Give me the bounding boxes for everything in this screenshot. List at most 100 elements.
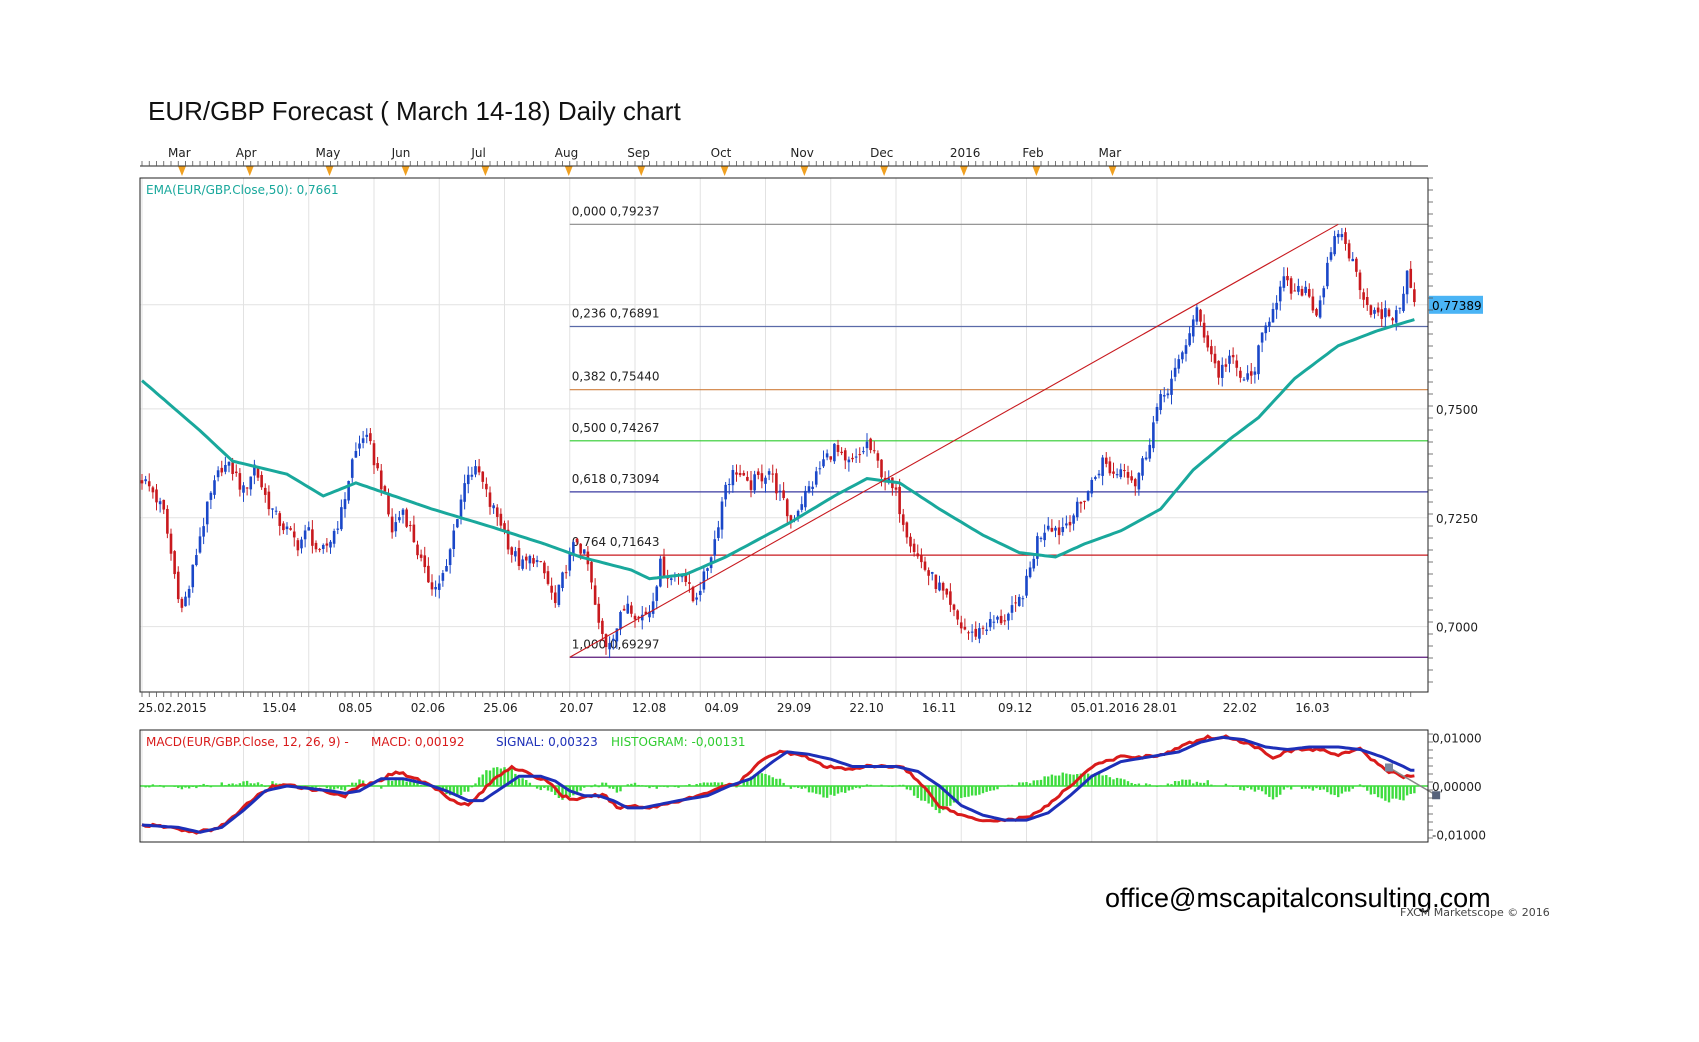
fib-label-1-000: 1,000 0,69297 [572,637,660,651]
candle-body [945,588,949,595]
histogram-bar [1257,786,1260,790]
candle-body [1376,307,1380,313]
signal-line [141,735,1415,834]
ema-layer [141,318,1415,581]
histogram-bar [883,785,887,786]
event-marker-icon [1032,166,1041,176]
histogram-bar [644,786,648,787]
candle-body [1246,373,1249,380]
candle-body [825,453,829,458]
candle-body [669,578,673,581]
histogram-bar [206,785,209,786]
candle-body [778,490,782,492]
candle-body [448,549,452,566]
candle-body [213,480,216,495]
candle-body [1119,469,1123,478]
candle-body [532,558,535,564]
candle-body [626,603,630,614]
histogram-bar [166,786,169,787]
histogram-bar [459,786,463,796]
histogram-bar [253,783,256,786]
candle-body [988,619,992,628]
candle-body [1010,605,1014,613]
candle-body [1014,602,1017,604]
candle-body [764,477,767,484]
candle-body [155,489,158,503]
candle-body [1326,262,1329,287]
histogram-bar [691,785,695,786]
histogram-bar [666,786,669,788]
fib-label-0-618: 0,618 0,73094 [572,472,660,486]
histogram-bar [887,786,890,787]
date-label: 20.07 [559,701,593,715]
date-label: 16.03 [1295,701,1329,715]
histogram-bar [525,780,528,786]
candle-body [811,486,814,489]
candle-body [742,472,746,476]
histogram-bar [699,783,702,786]
candle-body [1021,598,1025,600]
histogram-bar [1039,779,1043,786]
candle-body [1249,371,1253,376]
macd-panel-frame [139,729,1429,843]
histogram-bar [796,786,800,788]
candle-body [311,529,314,546]
projection-start-icon [1385,763,1393,772]
histogram-bar [332,786,336,790]
candle-body [615,628,619,642]
fib-label-0-764: 0,764 0,71643 [572,535,660,549]
histogram-bar [1405,786,1409,796]
candle-body [318,549,321,551]
histogram-bar [561,786,564,800]
date-label: 15.04 [262,701,296,715]
histogram-bar [575,786,579,795]
candle-body [387,494,390,515]
date-label: 25.02.2015 [138,701,207,715]
date-label: 16.11 [922,701,956,715]
histogram-bar [1181,779,1184,786]
candle-body [249,476,253,490]
histogram-bar [695,783,698,786]
histogram-bar [963,786,967,798]
candle-body [1003,620,1007,622]
histogram-bar [1384,786,1387,801]
histogram-bar [985,786,988,792]
candle-body [271,508,274,510]
candle-body [970,631,974,633]
histogram-bar [187,786,191,789]
histogram-bar [1333,786,1336,796]
histogram-bar [184,786,187,788]
candle-body [1170,378,1173,395]
candle-body [854,456,858,458]
candle-body [459,499,463,518]
watermark-email: office@mscapitalconsulting.com [1105,883,1491,913]
candle-body [1409,268,1413,288]
histogram-bar [1391,786,1394,799]
histogram-bar [789,786,793,789]
candle-body [1181,352,1184,360]
candle-body [1231,354,1235,358]
histogram-bar [597,786,600,788]
histogram-bar [1054,775,1057,786]
histogram-bar [1025,782,1028,786]
histogram-bar [1213,785,1217,786]
candle-body [278,513,282,526]
candle-body [303,530,307,540]
candle-body [688,582,691,584]
price-tag-label: 0,77389 [1432,299,1482,313]
candle-body [608,642,611,650]
candle-body [1311,296,1315,311]
trendline [569,223,1339,658]
histogram-bar [1293,786,1296,787]
histogram-bar [1123,779,1126,786]
fib-label-0-000: 0,000 0,79237 [572,204,660,218]
candle-body [804,490,807,508]
candle-body [492,505,495,509]
histogram-bar [416,781,419,786]
candle-body [648,611,651,618]
histogram-bar [916,786,919,799]
histogram-bar [981,786,985,794]
histogram-bar [833,786,836,796]
candle-body [463,483,466,502]
candle-body [209,492,213,500]
